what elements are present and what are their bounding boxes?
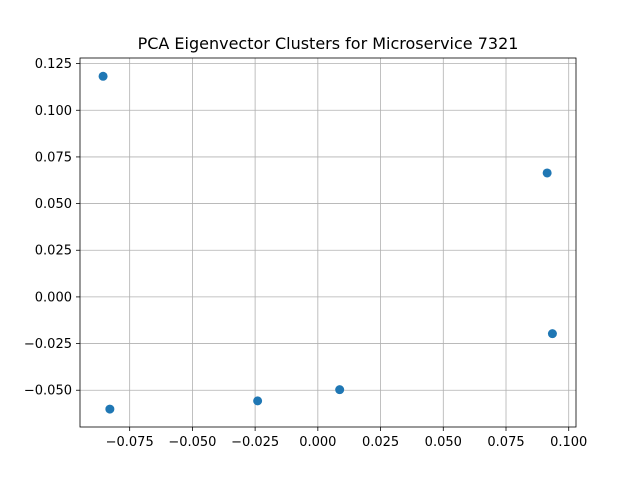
data-point [105, 404, 115, 414]
y-tick-label: −0.025 [24, 337, 72, 352]
y-tick-label: 0.025 [35, 244, 72, 259]
axis-ticks: −0.075 −0.050 −0.025 0.000 0.025 0.050 0.075 0.… [24, 57, 587, 450]
x-tick-label: 0.000 [299, 435, 336, 450]
x-tick-label: 0.050 [425, 435, 462, 450]
plot-area-frame [79, 57, 577, 428]
x-tick-label: 0.100 [550, 435, 587, 450]
y-tick-label: 0.100 [35, 104, 72, 119]
grid [80, 58, 576, 427]
data-points [98, 71, 557, 414]
data-point [98, 71, 108, 81]
x-tick-label: 0.075 [487, 435, 524, 450]
data-point [547, 329, 557, 339]
x-tick-label: 0.025 [362, 435, 399, 450]
y-tick-label: 0.000 [35, 290, 72, 305]
data-point [253, 396, 263, 406]
data-point [335, 385, 345, 395]
y-tick-label: −0.050 [24, 384, 72, 399]
chart-title: PCA Eigenvector Clusters for Microservic… [138, 34, 519, 53]
x-tick-label: −0.075 [106, 435, 154, 450]
y-tick-label: 0.125 [35, 57, 72, 72]
y-tick-label: 0.075 [35, 150, 72, 165]
data-point [542, 168, 552, 178]
x-tick-label: −0.050 [168, 435, 216, 450]
y-tick-label: 0.050 [35, 197, 72, 212]
x-tick-label: −0.025 [231, 435, 279, 450]
